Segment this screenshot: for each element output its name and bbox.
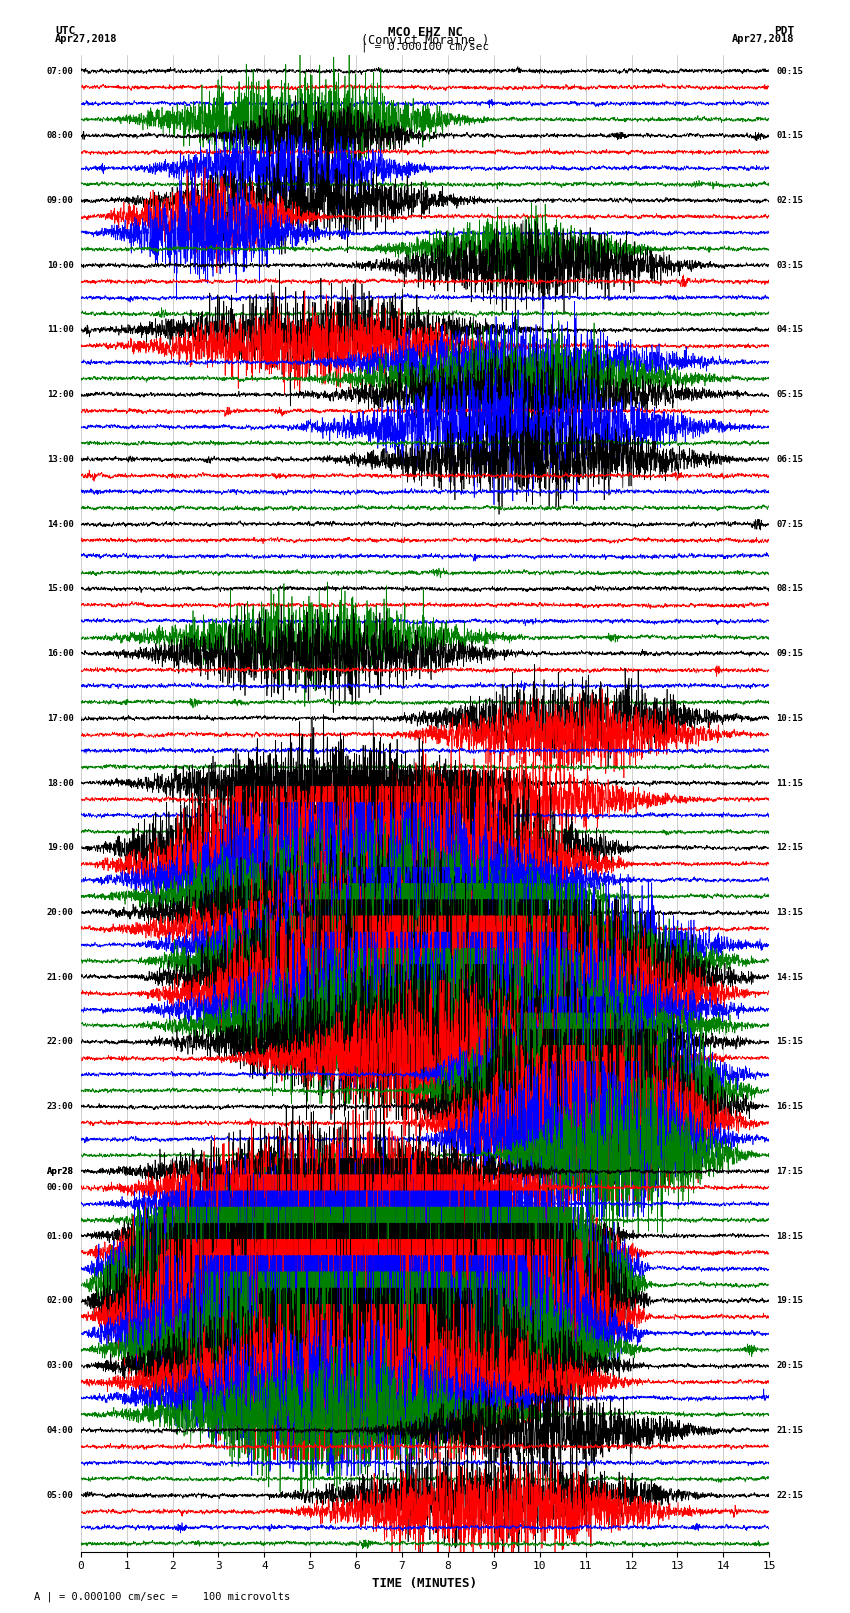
Text: 04:00: 04:00	[47, 1426, 74, 1436]
Text: 04:15: 04:15	[776, 326, 803, 334]
Text: PDT: PDT	[774, 26, 795, 35]
Text: | = 0.000100 cm/sec: | = 0.000100 cm/sec	[361, 42, 489, 53]
Text: 13:00: 13:00	[47, 455, 74, 465]
Text: 00:00: 00:00	[47, 1182, 74, 1192]
Text: 07:00: 07:00	[47, 66, 74, 76]
Text: 08:15: 08:15	[776, 584, 803, 594]
Text: 20:15: 20:15	[776, 1361, 803, 1369]
Text: 14:15: 14:15	[776, 973, 803, 982]
Text: 13:15: 13:15	[776, 908, 803, 918]
Text: Apr27,2018: Apr27,2018	[732, 34, 795, 44]
Text: 19:00: 19:00	[47, 844, 74, 852]
Text: 15:15: 15:15	[776, 1037, 803, 1047]
Text: 09:00: 09:00	[47, 197, 74, 205]
Text: 11:15: 11:15	[776, 779, 803, 787]
Text: UTC: UTC	[55, 26, 76, 35]
Text: 05:15: 05:15	[776, 390, 803, 398]
Text: 18:15: 18:15	[776, 1232, 803, 1240]
Text: 21:15: 21:15	[776, 1426, 803, 1436]
Text: 14:00: 14:00	[47, 519, 74, 529]
Text: (Convict Moraine ): (Convict Moraine )	[361, 34, 489, 47]
Text: Apr28: Apr28	[47, 1166, 74, 1176]
Text: 11:00: 11:00	[47, 326, 74, 334]
Text: 10:15: 10:15	[776, 715, 803, 723]
Text: 00:15: 00:15	[776, 66, 803, 76]
Text: Apr28: Apr28	[47, 1166, 74, 1176]
Text: 22:15: 22:15	[776, 1490, 803, 1500]
Text: 12:15: 12:15	[776, 844, 803, 852]
Text: 05:00: 05:00	[47, 1490, 74, 1500]
Text: 22:00: 22:00	[47, 1037, 74, 1047]
Text: 17:15: 17:15	[776, 1166, 803, 1176]
Text: MCO EHZ NC: MCO EHZ NC	[388, 26, 462, 39]
Text: 08:00: 08:00	[47, 131, 74, 140]
Text: 10:00: 10:00	[47, 261, 74, 269]
Text: 01:15: 01:15	[776, 131, 803, 140]
Text: 15:00: 15:00	[47, 584, 74, 594]
Text: 02:15: 02:15	[776, 197, 803, 205]
Text: 21:00: 21:00	[47, 973, 74, 982]
Text: 07:15: 07:15	[776, 519, 803, 529]
Text: Apr27,2018: Apr27,2018	[55, 34, 118, 44]
Text: 03:00: 03:00	[47, 1361, 74, 1369]
Text: 23:00: 23:00	[47, 1102, 74, 1111]
Text: 02:00: 02:00	[47, 1297, 74, 1305]
Text: 09:15: 09:15	[776, 648, 803, 658]
Text: 18:00: 18:00	[47, 779, 74, 787]
Text: 19:15: 19:15	[776, 1297, 803, 1305]
Text: 16:15: 16:15	[776, 1102, 803, 1111]
Text: 16:00: 16:00	[47, 648, 74, 658]
Text: 03:15: 03:15	[776, 261, 803, 269]
X-axis label: TIME (MINUTES): TIME (MINUTES)	[372, 1578, 478, 1590]
Text: A | = 0.000100 cm/sec =    100 microvolts: A | = 0.000100 cm/sec = 100 microvolts	[34, 1590, 290, 1602]
Text: 12:00: 12:00	[47, 390, 74, 398]
Text: 17:00: 17:00	[47, 715, 74, 723]
Text: 20:00: 20:00	[47, 908, 74, 918]
Text: 01:00: 01:00	[47, 1232, 74, 1240]
Text: 06:15: 06:15	[776, 455, 803, 465]
